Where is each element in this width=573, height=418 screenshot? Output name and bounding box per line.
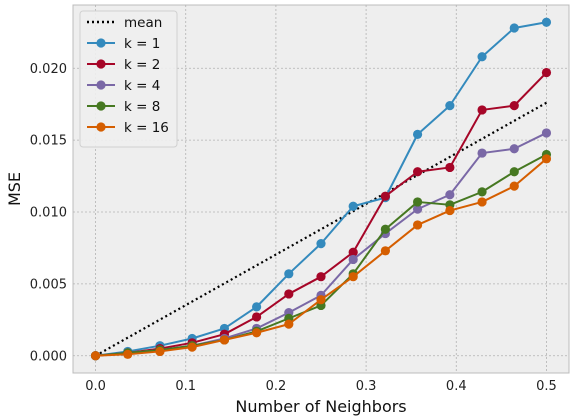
data-point-5-0 <box>90 351 101 361</box>
data-point-1-5 <box>252 302 262 312</box>
data-point-1-11 <box>445 101 455 111</box>
data-point-3-13 <box>509 144 519 154</box>
data-point-3-14 <box>541 128 552 138</box>
data-point-5-8 <box>348 272 358 282</box>
x-tick-label-5: 0.5 <box>536 379 557 394</box>
y-tick-label-0: 0.000 <box>30 349 67 364</box>
data-point-5-2 <box>155 346 165 357</box>
data-point-3-11 <box>445 190 455 200</box>
data-point-5-3 <box>187 342 197 352</box>
x-tick-label-1: 0.1 <box>175 379 196 394</box>
legend-label-3: k = 4 <box>124 78 160 94</box>
x-axis-label: Number of Neighbors <box>235 397 406 416</box>
data-point-5-10 <box>412 220 423 230</box>
data-point-5-4 <box>219 335 230 345</box>
y-tick-label-2: 0.010 <box>30 206 67 221</box>
legend-label-4: k = 8 <box>124 99 160 115</box>
x-tick-label-0: 0.0 <box>85 379 106 394</box>
data-point-2-14 <box>541 67 552 78</box>
legend-marker-4 <box>96 101 106 111</box>
data-point-5-12 <box>477 197 487 207</box>
x-tick-label-4: 0.4 <box>446 379 467 394</box>
data-point-3-8 <box>348 254 358 265</box>
series-line-0 <box>95 101 547 357</box>
data-point-5-9 <box>380 246 390 256</box>
grid-lines <box>73 5 569 373</box>
series-0 <box>95 101 547 357</box>
data-point-5-5 <box>252 328 262 338</box>
data-point-1-13 <box>509 23 519 33</box>
data-point-5-11 <box>445 205 455 216</box>
data-point-5-1 <box>123 349 133 359</box>
legend-label-1: k = 1 <box>124 36 160 52</box>
data-point-1-10 <box>412 129 423 139</box>
data-point-2-7 <box>316 272 326 282</box>
y-tick-label-4: 0.020 <box>30 62 67 77</box>
data-point-4-12 <box>477 187 487 197</box>
x-tick-label-2: 0.2 <box>266 379 287 394</box>
data-point-5-14 <box>541 154 552 164</box>
legend-label-5: k = 16 <box>124 120 169 136</box>
data-point-1-8 <box>348 201 358 211</box>
data-point-4-10 <box>412 197 423 207</box>
legend-label-0: mean <box>124 15 162 31</box>
legend-marker-5 <box>96 122 106 132</box>
data-point-2-10 <box>412 167 423 177</box>
data-point-1-7 <box>316 239 326 249</box>
data-point-3-12 <box>477 148 487 158</box>
y-axis-label: MSE <box>5 172 24 206</box>
legend: mean k = 1 k = 2 k = 4 k = 8 k = 16 <box>79 10 178 148</box>
data-point-5-6 <box>284 319 294 329</box>
data-point-4-9 <box>380 224 390 234</box>
data-point-2-13 <box>509 101 519 111</box>
tick-labels: 0.0 0.1 0.2 0.3 0.4 0.5 0.000 0.005 0.010 0.015 0.… <box>30 62 557 394</box>
legend-marker-3 <box>96 80 106 90</box>
data-point-2-8 <box>348 247 358 257</box>
series-group <box>90 17 552 361</box>
data-point-5-7 <box>316 295 326 305</box>
data-point-4-13 <box>509 167 519 177</box>
data-point-5-13 <box>509 181 519 191</box>
data-point-1-6 <box>284 269 294 279</box>
data-point-1-14 <box>541 17 552 27</box>
data-point-2-5 <box>252 312 262 322</box>
y-tick-label-1: 0.005 <box>30 277 67 292</box>
y-tick-label-3: 0.015 <box>30 134 67 149</box>
data-point-2-11 <box>445 162 455 173</box>
data-point-3-10 <box>412 204 423 214</box>
legend-label-2: k = 2 <box>124 57 160 73</box>
x-tick-label-3: 0.3 <box>356 379 377 394</box>
legend-marker-1 <box>96 38 106 48</box>
series-5 <box>90 154 552 361</box>
data-point-1-12 <box>477 52 487 62</box>
data-point-2-9 <box>380 191 390 201</box>
data-point-2-6 <box>284 289 294 299</box>
legend-marker-2 <box>96 59 106 69</box>
data-point-2-12 <box>477 105 487 115</box>
